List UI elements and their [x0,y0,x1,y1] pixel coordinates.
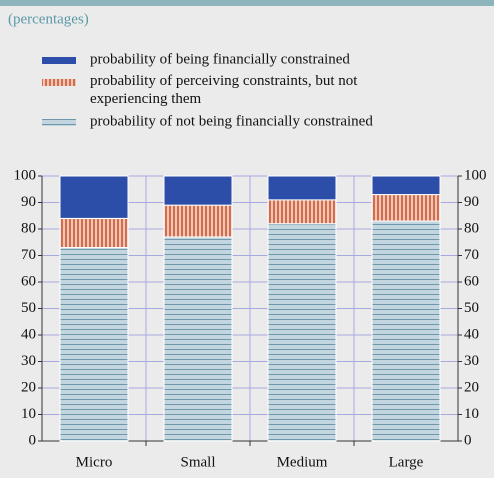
bar-segment [163,236,233,442]
y2-tick-label: 30 [464,353,479,369]
x-tick-label: Large [389,454,424,470]
y-tick-label: 100 [14,167,37,183]
y2-tick-label: 100 [464,167,487,183]
y-tick-label: 50 [21,300,36,316]
y-tick-label: 20 [21,379,36,395]
legend-swatch [42,57,76,64]
bar-segment [371,220,441,442]
bar-segment [59,247,129,442]
y2-tick-label: 0 [464,432,472,448]
bar-segment [59,175,129,219]
bar-segment [163,175,233,206]
bar-segment [267,175,337,201]
top-band [0,0,494,6]
legend-label: probability of not being financially con… [90,113,373,129]
x-tick-label: Small [180,454,215,470]
bar-segment [371,175,441,196]
y2-tick-label: 80 [464,220,479,236]
y-tick-label: 70 [21,247,36,263]
y-tick-label: 90 [21,194,36,210]
y2-tick-label: 70 [464,247,479,263]
bar-segment [163,204,233,238]
y-tick-label: 60 [21,273,36,289]
y2-tick-label: 60 [464,273,479,289]
y-tick-label: 30 [21,353,36,369]
legend-swatch [42,119,76,126]
legend-label: probability of being financially constra… [90,51,350,67]
bar-segment [267,223,337,442]
y2-tick-label: 50 [464,300,479,316]
y2-tick-label: 40 [464,326,479,342]
bar-segment [267,199,337,225]
y2-tick-label: 90 [464,194,479,210]
bar-segment [371,194,441,222]
x-tick-label: Micro [76,454,113,470]
y2-tick-label: 10 [464,406,479,422]
legend-swatch [42,79,76,86]
y2-tick-label: 20 [464,379,479,395]
x-tick-label: Medium [277,454,328,470]
bar-segment [59,217,129,249]
y-tick-label: 40 [21,326,36,342]
legend-label: probability of perceiving constraints, b… [90,73,358,107]
y-tick-label: 10 [21,406,36,422]
subtitle: (percentages) [8,11,89,27]
y-tick-label: 80 [21,220,36,236]
y-tick-label: 0 [29,432,37,448]
